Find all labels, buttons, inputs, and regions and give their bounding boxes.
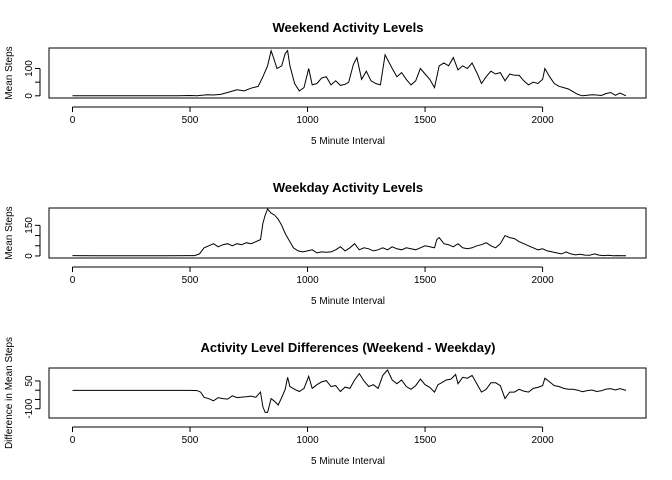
weekday-x-axis: 0 500 1000 1500 2000 xyxy=(70,266,554,286)
weekend-plot-frame xyxy=(48,47,647,99)
weekday-panel: Weekday Activity Levels 5 Minute Interva… xyxy=(4,180,647,307)
weekend-x-axis: 0 500 1000 1500 2000 xyxy=(70,106,554,126)
difference-series-line xyxy=(72,368,627,413)
weekday-title: Weekday Activity Levels xyxy=(273,180,423,195)
weekday-x-tick-label: 1000 xyxy=(296,275,319,286)
weekday-x-tick-label: 2000 xyxy=(531,275,554,286)
difference-x-tick-label: 1000 xyxy=(296,435,319,446)
weekend-y-tick-label: 100 xyxy=(24,60,35,77)
weekday-series-line xyxy=(72,208,627,257)
weekday-plot-frame xyxy=(48,207,647,259)
weekend-xlabel: 5 Minute Interval xyxy=(311,136,385,147)
difference-plot-frame xyxy=(48,367,647,419)
weekend-title: Weekend Activity Levels xyxy=(272,20,423,35)
weekend-x-tick-label: 1500 xyxy=(414,115,437,126)
weekend-y-tick-label: 0 xyxy=(24,93,35,99)
difference-x-tick-label: 0 xyxy=(70,435,76,446)
weekend-x-tick-label: 1000 xyxy=(296,115,319,126)
weekday-x-tick-label: 0 xyxy=(70,275,76,286)
weekday-ylabel: Mean Steps xyxy=(4,206,15,259)
weekend-x-tick-label: 500 xyxy=(182,115,199,126)
weekday-y-tick-label: 0 xyxy=(24,253,35,259)
difference-x-tick-label: 1500 xyxy=(414,435,437,446)
weekday-y-tick-label: 150 xyxy=(24,217,35,234)
difference-y-tick-label: -100 xyxy=(24,398,35,418)
difference-title: Activity Level Differences (Weekend - We… xyxy=(200,340,495,355)
weekend-x-tick-label: 2000 xyxy=(531,115,554,126)
weekend-x-tick-label: 0 xyxy=(70,115,76,126)
difference-panel: Activity Level Differences (Weekend - We… xyxy=(4,337,647,467)
difference-x-tick-label: 500 xyxy=(182,435,199,446)
weekend-y-axis: 0 100 xyxy=(24,60,41,99)
difference-x-tick-label: 2000 xyxy=(531,435,554,446)
weekend-panel: Weekend Activity Levels 5 Minute Interva… xyxy=(4,20,647,147)
weekday-xlabel: 5 Minute Interval xyxy=(311,296,385,307)
weekday-x-tick-label: 500 xyxy=(182,275,199,286)
difference-xlabel: 5 Minute Interval xyxy=(311,456,385,467)
difference-ylabel: Difference in Mean Steps xyxy=(4,337,15,449)
weekday-x-tick-label: 1500 xyxy=(414,275,437,286)
weekend-series-line xyxy=(72,48,627,97)
weekday-y-axis: 0 150 xyxy=(24,217,41,259)
weekend-ylabel: Mean Steps xyxy=(4,46,15,99)
difference-y-axis: -100 50 xyxy=(24,375,41,419)
difference-y-tick-label: 50 xyxy=(24,375,35,387)
difference-x-axis: 0 500 1000 1500 2000 xyxy=(70,426,554,446)
